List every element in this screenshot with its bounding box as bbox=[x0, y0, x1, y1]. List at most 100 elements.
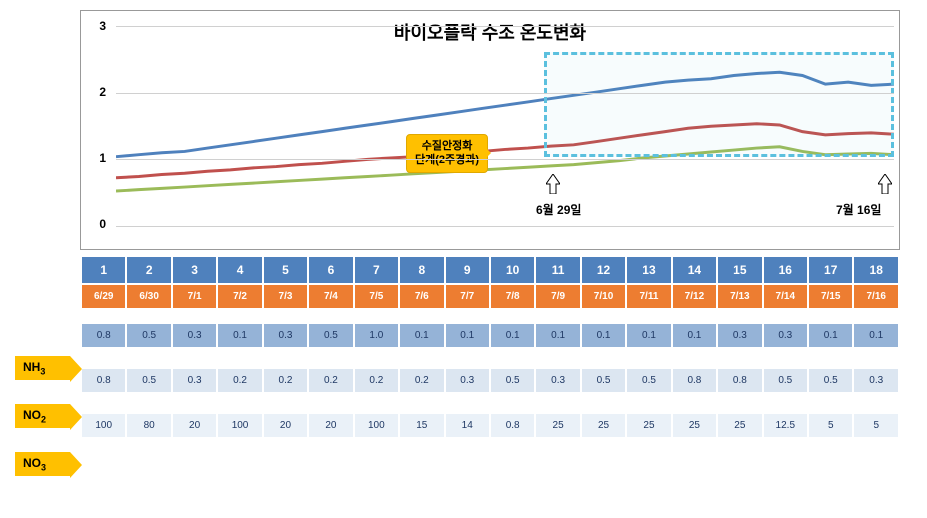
data-cell: 14 bbox=[445, 413, 490, 438]
header-date-cell: 7/7 bbox=[445, 284, 490, 309]
data-cell: 0.3 bbox=[445, 368, 490, 393]
data-cell: 0.1 bbox=[626, 323, 671, 348]
data-cell: 0.1 bbox=[217, 323, 262, 348]
data-cell: 0.3 bbox=[172, 323, 217, 348]
header-num-cell: 8 bbox=[399, 256, 444, 284]
arrow-end bbox=[878, 174, 892, 194]
label-nh3: NH3 bbox=[15, 356, 70, 380]
data-cell: 0.3 bbox=[717, 323, 762, 348]
data-cell: 0.3 bbox=[535, 368, 580, 393]
data-cell: 0.3 bbox=[763, 323, 808, 348]
arrow-start bbox=[546, 174, 560, 194]
row-nh3: 0.80.50.30.10.30.51.00.10.10.10.10.10.10… bbox=[81, 323, 899, 348]
data-cell: 0.8 bbox=[81, 368, 126, 393]
header-date-cell: 7/5 bbox=[354, 284, 399, 309]
header-num-cell: 4 bbox=[217, 256, 262, 284]
data-cell: 0.5 bbox=[308, 323, 353, 348]
data-cell: 15 bbox=[399, 413, 444, 438]
data-cell: 12.5 bbox=[763, 413, 808, 438]
data-cell: 0.1 bbox=[399, 323, 444, 348]
plot-area: 수질안정화 단계(2주경과) 6월 29일 7월 16일 bbox=[116, 26, 894, 224]
header-date-cell: 7/10 bbox=[581, 284, 626, 309]
header-date-cell: 7/13 bbox=[717, 284, 762, 309]
data-cell: 25 bbox=[672, 413, 717, 438]
y-tick: 3 bbox=[99, 19, 106, 33]
data-cell: 0.8 bbox=[717, 368, 762, 393]
header-date-cell: 7/9 bbox=[535, 284, 580, 309]
data-cell: 0.1 bbox=[445, 323, 490, 348]
header-num-cell: 17 bbox=[808, 256, 853, 284]
row-no3: 1008020100202010015140.8252525252512.555 bbox=[81, 413, 899, 438]
data-cell: 0.5 bbox=[490, 368, 535, 393]
data-cell: 0.5 bbox=[626, 368, 671, 393]
data-cell: 0.8 bbox=[81, 323, 126, 348]
header-date-cell: 7/11 bbox=[626, 284, 671, 309]
data-cell: 0.5 bbox=[763, 368, 808, 393]
header-date-cell: 7/16 bbox=[853, 284, 899, 309]
callout-line1: 수질안정화 bbox=[422, 140, 473, 152]
data-cell: 20 bbox=[172, 413, 217, 438]
header-date-cell: 7/2 bbox=[217, 284, 262, 309]
header-num-cell: 2 bbox=[126, 256, 171, 284]
data-cell: 25 bbox=[581, 413, 626, 438]
header-num-cell: 9 bbox=[445, 256, 490, 284]
header-num-cell: 14 bbox=[672, 256, 717, 284]
row-no2: 0.80.50.30.20.20.20.20.20.30.50.30.50.50… bbox=[81, 368, 899, 393]
y-tick: 0 bbox=[99, 217, 106, 231]
header-date-cell: 7/15 bbox=[808, 284, 853, 309]
data-cell: 20 bbox=[308, 413, 353, 438]
header-num-cell: 7 bbox=[354, 256, 399, 284]
header-date-cell: 7/3 bbox=[263, 284, 308, 309]
data-cell: 0.2 bbox=[263, 368, 308, 393]
gridline bbox=[116, 159, 894, 160]
data-cell: 0.2 bbox=[217, 368, 262, 393]
header-date-cell: 7/4 bbox=[308, 284, 353, 309]
data-cell: 0.1 bbox=[581, 323, 626, 348]
header-num-cell: 11 bbox=[535, 256, 580, 284]
header-num-cell: 6 bbox=[308, 256, 353, 284]
header-num-cell: 5 bbox=[263, 256, 308, 284]
data-cell: 0.2 bbox=[399, 368, 444, 393]
data-cell: 0.5 bbox=[581, 368, 626, 393]
data-cell: 20 bbox=[263, 413, 308, 438]
header-num-cell: 16 bbox=[763, 256, 808, 284]
data-cell: 0.3 bbox=[853, 368, 899, 393]
header-date-cell: 7/1 bbox=[172, 284, 217, 309]
data-cell: 25 bbox=[717, 413, 762, 438]
gridline bbox=[116, 226, 894, 227]
header-date-cell: 6/29 bbox=[81, 284, 126, 309]
header-num-cell: 10 bbox=[490, 256, 535, 284]
data-cell: 0.5 bbox=[808, 368, 853, 393]
y-tick: 1 bbox=[99, 151, 106, 165]
header-date-row: 6/296/307/17/27/37/47/57/67/77/87/97/107… bbox=[81, 284, 899, 309]
label-no3: NO3 bbox=[15, 452, 70, 476]
data-cell: 0.1 bbox=[853, 323, 899, 348]
data-cell: 100 bbox=[81, 413, 126, 438]
gridline bbox=[116, 93, 894, 94]
header-num-cell: 15 bbox=[717, 256, 762, 284]
header-date-cell: 7/8 bbox=[490, 284, 535, 309]
highlight-box bbox=[544, 52, 894, 157]
data-cell: 0.2 bbox=[308, 368, 353, 393]
data-cell: 0.8 bbox=[490, 413, 535, 438]
data-cell: 5 bbox=[808, 413, 853, 438]
data-cell: 80 bbox=[126, 413, 171, 438]
data-table-area: 123456789101112131415161718 6/296/307/17… bbox=[80, 255, 900, 439]
data-cell: 0.1 bbox=[672, 323, 717, 348]
header-date-cell: 7/12 bbox=[672, 284, 717, 309]
figure-container: 바이오플락 수조 온도변화 0123 수질안정화 단계(2주경과) 6월 29일… bbox=[0, 0, 927, 518]
chart-area: 바이오플락 수조 온도변화 0123 수질안정화 단계(2주경과) 6월 29일… bbox=[80, 10, 900, 250]
data-cell: 0.1 bbox=[490, 323, 535, 348]
data-cell: 100 bbox=[217, 413, 262, 438]
header-num-cell: 3 bbox=[172, 256, 217, 284]
y-axis: 0123 bbox=[81, 26, 111, 224]
data-cell: 0.5 bbox=[126, 323, 171, 348]
header-number-row: 123456789101112131415161718 bbox=[81, 256, 899, 284]
header-num-cell: 1 bbox=[81, 256, 126, 284]
data-cell: 5 bbox=[853, 413, 899, 438]
data-cell: 0.2 bbox=[354, 368, 399, 393]
date-end-label: 7월 16일 bbox=[836, 201, 881, 218]
y-tick: 2 bbox=[99, 85, 106, 99]
data-cell: 100 bbox=[354, 413, 399, 438]
data-table: 123456789101112131415161718 6/296/307/17… bbox=[80, 255, 900, 439]
